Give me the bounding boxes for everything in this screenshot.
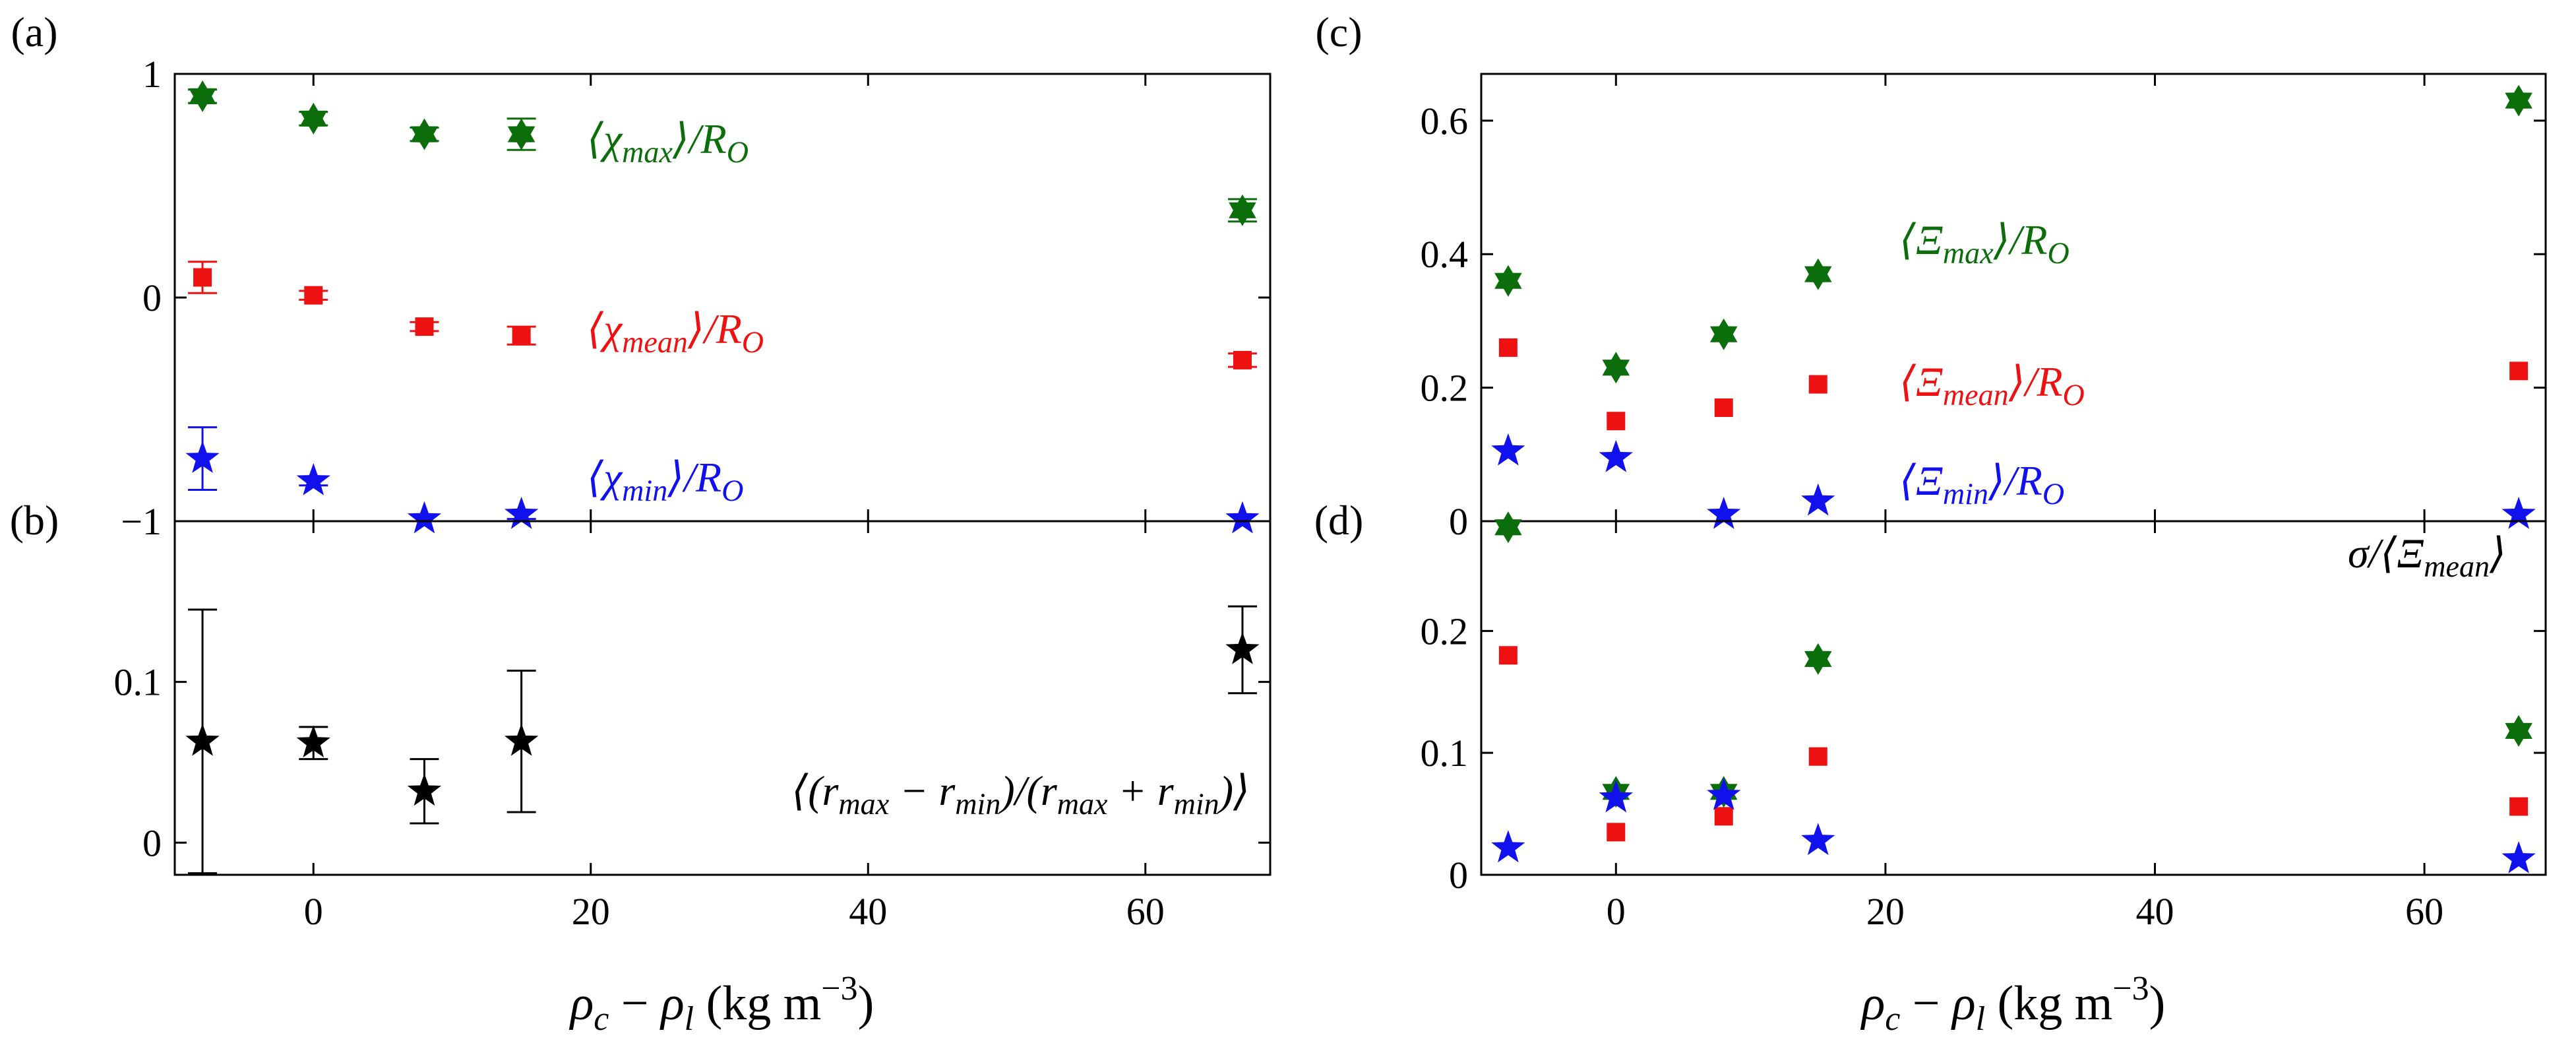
data-point (1491, 433, 1525, 466)
axes-frame (1480, 73, 2547, 523)
series-label: ⟨Ξmin⟩/RO (1899, 457, 2064, 511)
data-point (1229, 194, 1256, 226)
data-point (1714, 398, 1733, 417)
data-point (505, 723, 539, 756)
data-point (1491, 830, 1525, 863)
x-tick-label: 20 (572, 890, 610, 933)
y-tick-label: 0 (142, 276, 162, 319)
data-point (2501, 841, 2536, 873)
data-point (2505, 84, 2532, 117)
panel-label: (b) (10, 497, 59, 544)
series-label: ⟨Ξmax⟩/RO (1899, 216, 2070, 270)
y-tick-label: 0 (1449, 854, 1468, 897)
panel-label: (d) (1314, 497, 1364, 544)
x-axis-label: ρc − ρl (kg m−3) (569, 970, 874, 1038)
y-tick-label: 0.2 (1421, 367, 1469, 410)
series-label: ⟨Ξmean⟩/RO (1899, 358, 2085, 412)
y-tick-label: 1 (142, 53, 162, 96)
data-point (1707, 496, 1741, 529)
y-tick-label: −1 (121, 500, 162, 543)
series-label: ⟨χmean⟩/RO (587, 305, 764, 359)
data-point (1714, 807, 1733, 826)
data-point (296, 725, 330, 758)
panel-annotation: σ/⟨Ξmean⟩ (2348, 530, 2506, 583)
data-point (512, 326, 531, 345)
data-point (505, 496, 539, 529)
data-point (304, 286, 323, 305)
data-point (1498, 338, 1518, 357)
data-point (189, 80, 216, 112)
data-point (1808, 375, 1827, 394)
data-point (1804, 258, 1832, 290)
x-tick-label: 60 (2405, 890, 2443, 933)
x-tick-label: 20 (1866, 890, 1905, 933)
panel-annotation: ⟨(rmax − rmin)/(rmax + rmin)⟩ (791, 767, 1250, 821)
data-point (1494, 265, 1522, 297)
axes-frame (173, 520, 1272, 876)
data-point (185, 441, 220, 473)
x-tick-label: 0 (1607, 890, 1626, 933)
data-point (1599, 780, 1633, 813)
data-point (1804, 643, 1832, 675)
data-point (1602, 352, 1630, 384)
data-point (415, 317, 434, 336)
panel-b: 0 20 40 60 0 0.1 (b) (10, 497, 1272, 933)
y-tick-label: 0.2 (1421, 610, 1469, 652)
data-point (1498, 646, 1518, 665)
x-axis-label: ρc − ρl (kg m−3) (1860, 970, 2166, 1038)
y-tick-label: 0.6 (1421, 100, 1469, 143)
data-point (1225, 631, 1260, 664)
data-point (1710, 318, 1738, 350)
panel-c: 0 0.2 0.4 0.6 (c) (1315, 9, 2547, 543)
series-label: ⟨χmin⟩/RO (587, 454, 743, 507)
data-point (299, 102, 327, 135)
axes-frame (1480, 520, 2547, 876)
data-point (1607, 823, 1626, 842)
panel-d: 0 20 40 60 0 0.1 0.2 (d) (1314, 497, 2547, 933)
series-label: ⟨χmax⟩/RO (587, 115, 749, 169)
x-tick-label: 40 (849, 890, 887, 933)
panel-a: −1 0 1 (a) (11, 9, 1272, 543)
data-point (1225, 501, 1260, 534)
data-point (410, 118, 439, 150)
y-tick-label: 0 (1449, 500, 1468, 543)
data-point (1707, 777, 1741, 810)
panel-label: (a) (11, 9, 57, 55)
x-tick-label: 0 (304, 890, 323, 933)
data-point (2501, 496, 2536, 529)
data-point (1607, 412, 1626, 431)
data-point (1801, 483, 1835, 516)
y-tick-label: 0.1 (1421, 732, 1469, 775)
data-point (2505, 714, 2532, 747)
panel-label: (c) (1315, 9, 1362, 55)
data-point (507, 118, 536, 150)
data-point (2509, 797, 2529, 816)
data-point (2509, 362, 2529, 381)
x-tick-label: 40 (2136, 890, 2174, 933)
x-tick-label: 60 (1126, 890, 1165, 933)
data-point (1233, 350, 1252, 369)
data-point (407, 501, 442, 534)
y-tick-label: 0 (142, 821, 162, 864)
data-point (407, 773, 442, 806)
data-point (1801, 823, 1835, 856)
data-point (1808, 747, 1827, 766)
y-tick-label: 0.4 (1421, 233, 1469, 276)
data-point (1494, 511, 1522, 544)
data-point (185, 723, 220, 756)
y-tick-label: 0.1 (114, 661, 162, 704)
data-point (296, 463, 330, 495)
data-point (1599, 439, 1633, 472)
data-point (193, 268, 212, 287)
